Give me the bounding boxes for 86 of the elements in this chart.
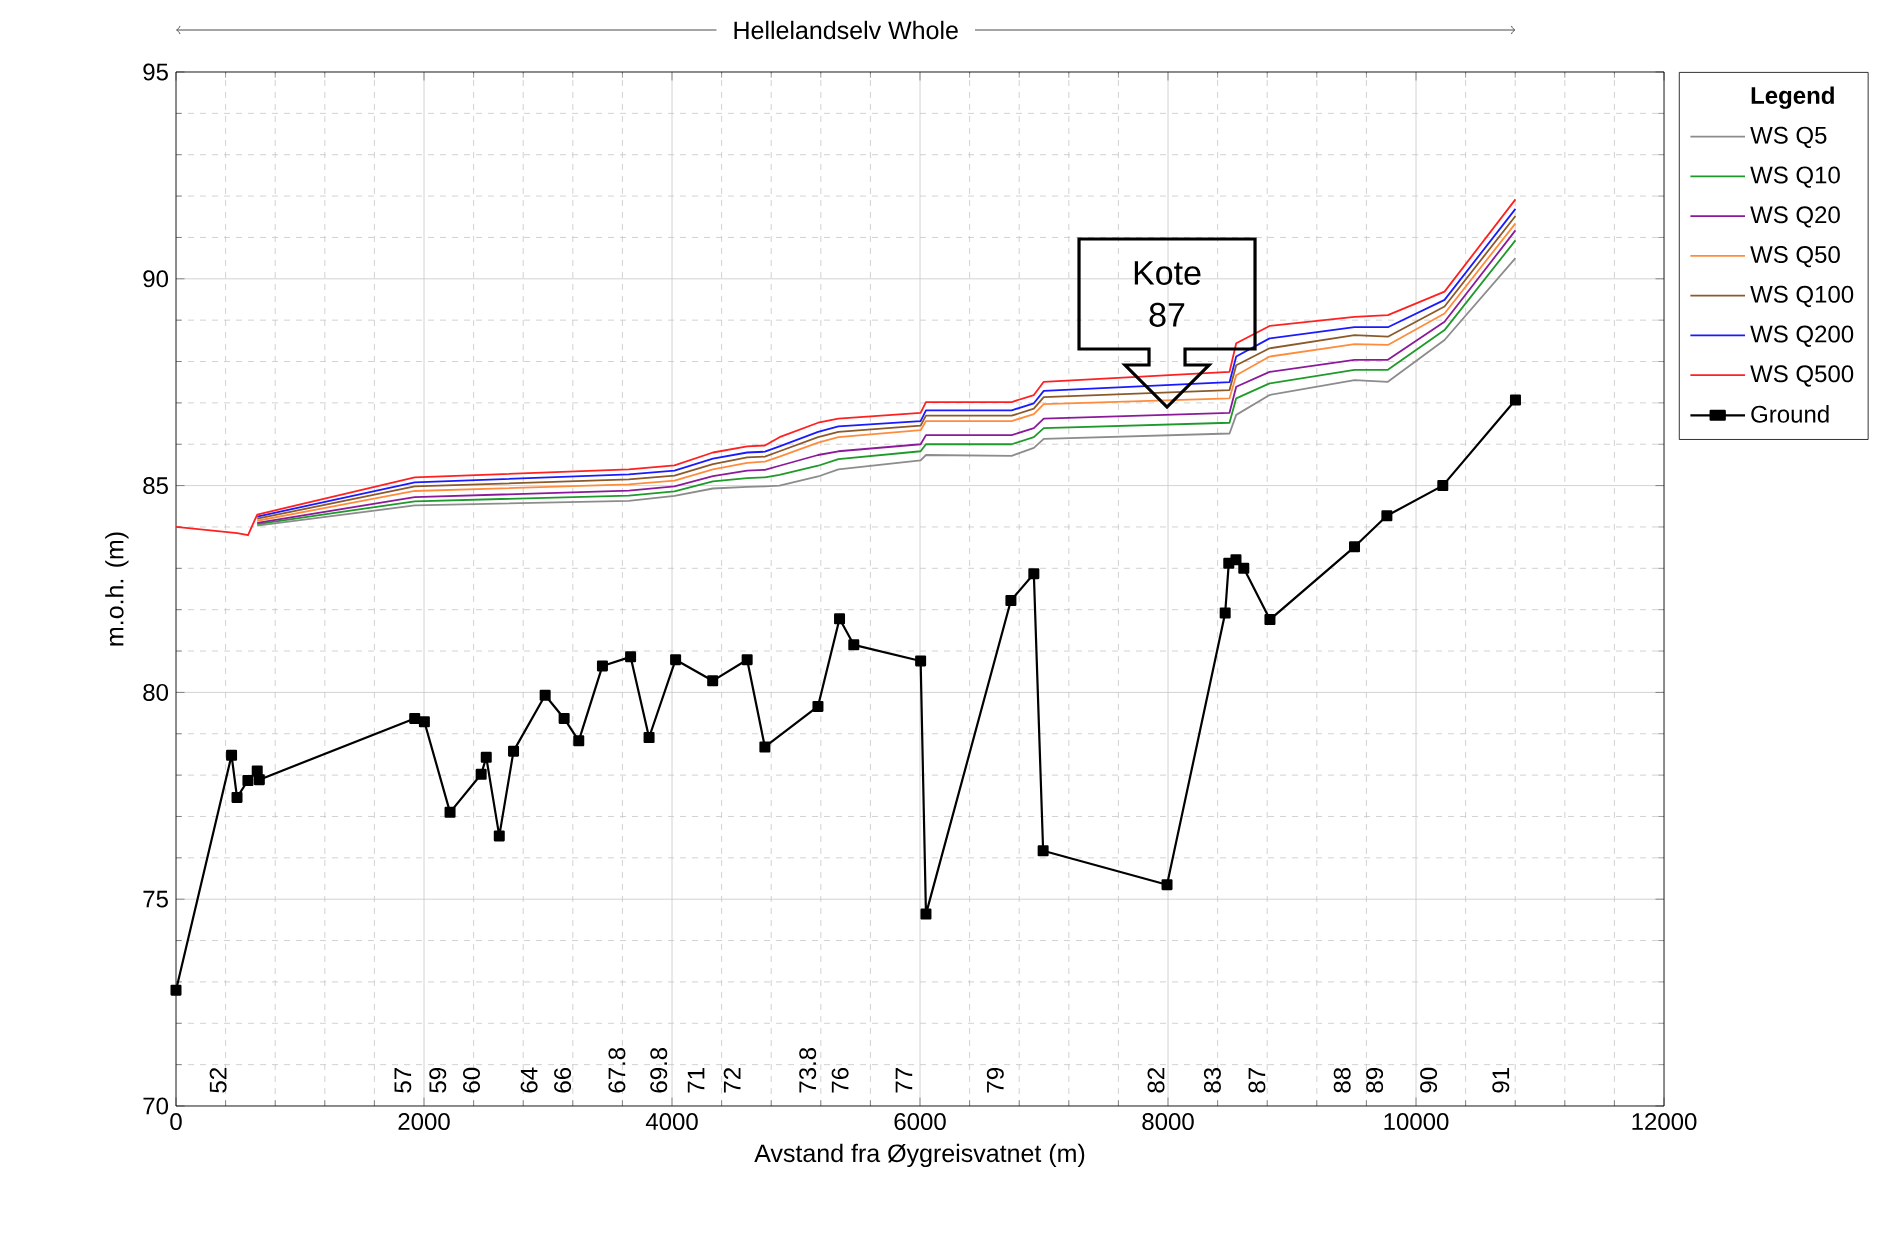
chart-title: Hellelandselv Whole [734,20,958,40]
point [1509,394,1521,406]
annotation: 67.8 [608,1047,626,1093]
annotation: 91 [1492,1068,1510,1093]
legend-label: WS Q100 [1750,285,1854,308]
point [1264,614,1276,626]
point [1005,595,1017,607]
point [1219,607,1231,619]
y-tick-label: 85 [143,477,168,495]
point [1230,554,1242,566]
legend-label: WS Q50 [1750,246,1840,268]
x-axis-title: Avstand fra Øygreisvatnet (m) [754,1143,1085,1168]
annotation: 77 [895,1068,913,1093]
point [253,774,265,786]
point [1381,510,1393,522]
point [759,741,771,753]
y-tick-label: 70 [143,1097,169,1115]
annotation: 72 [723,1068,741,1093]
point [226,749,238,761]
annotation: 73.8 [799,1047,817,1093]
annotation: 90 [1420,1067,1438,1093]
point [508,745,520,757]
annotation: 76 [831,1067,849,1093]
point [812,700,824,712]
annotation: 52 [209,1068,227,1093]
point [170,984,182,996]
x-tick-label: 2000 [398,1113,450,1131]
point [573,735,585,747]
point [1161,879,1173,891]
point [670,654,682,666]
annotation: Kote 87 [1134,261,1201,327]
point [1028,568,1040,580]
point [625,651,637,663]
annotation: 79 [986,1068,1004,1093]
legend-label: WS Q200 [1750,325,1854,347]
point [444,806,456,818]
legend-label: Ground [1751,405,1829,423]
point [741,654,753,666]
annotation: 64 [520,1067,538,1093]
legend-label: WS Q10 [1750,166,1840,188]
annotation: 71 [687,1068,705,1093]
point [231,791,243,803]
annotation: 57 [394,1068,412,1093]
point [1238,562,1250,574]
x-tick-label: 0 [170,1113,182,1131]
y-tick-label: 75 [143,890,168,908]
y-tick-label: 95 [143,63,168,81]
annotation: 66 [554,1067,572,1093]
legend-label: WS Q20 [1750,206,1840,228]
point [920,908,932,920]
point [242,775,254,786]
point [539,689,551,701]
legend-title: Legend [1751,86,1834,109]
point [418,716,430,728]
annotation: 82 [1147,1068,1165,1093]
annotation: 88 [1333,1067,1351,1093]
annotation: 60 [463,1067,480,1093]
point [915,655,927,667]
point [475,768,487,780]
point [834,613,846,625]
x-tick-label: 6000 [894,1113,946,1131]
point [493,830,505,842]
x-tick-label: 12000 [1632,1113,1697,1131]
legend-label: WS Q500 [1750,365,1854,387]
x-tick-label: 4000 [645,1113,698,1131]
annotation: 89 [1366,1068,1384,1093]
point [480,751,492,763]
x-tick-label: 8000 [1142,1113,1194,1131]
point [409,712,421,724]
point [1437,480,1449,492]
legend-label: WS Q5 [1750,126,1827,149]
point [1037,845,1049,857]
y-tick-label: 80 [143,683,169,701]
annotation: 69.8 [650,1047,668,1093]
y-tick-label: 90 [143,270,169,288]
point [596,660,608,672]
point [1349,541,1361,553]
y-axis-title: m.o.h. (m) [105,532,129,646]
annotation: 59 [429,1068,447,1093]
point [707,675,719,687]
point [848,639,860,651]
x-tick-label: 10000 [1384,1113,1449,1131]
annotation: 83 [1203,1067,1221,1093]
annotation: 87 [1248,1068,1266,1093]
point [643,731,655,743]
point [558,712,570,724]
